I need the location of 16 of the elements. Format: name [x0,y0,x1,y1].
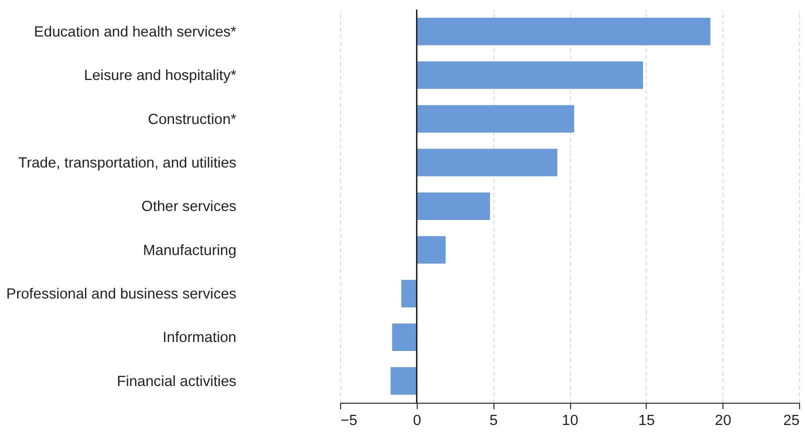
x-tick-label: 0 [412,412,422,429]
y-tick-label: Trade, transportation, and utilities [18,155,236,172]
y-tick-label: Construction* [148,112,237,128]
x-tick-label: −5 [340,412,358,429]
y-tick-label: Leisure and hospitality* [84,68,237,84]
y-tick-label: Financial activities [116,374,236,390]
y-tick-label: Education and health services* [34,24,237,40]
x-tick-label: 25 [783,412,800,429]
x-tick-label: 20 [714,412,732,429]
y-tick-label: Manufacturing [143,242,236,259]
y-tick-label: Information [162,330,236,346]
y-tick-label: Professional and business services [6,286,236,302]
x-tick-label: 5 [489,412,498,429]
x-tick-label: 15 [638,412,655,429]
y-tick-label: Other services [141,199,236,216]
x-tick-label: 10 [562,412,578,429]
